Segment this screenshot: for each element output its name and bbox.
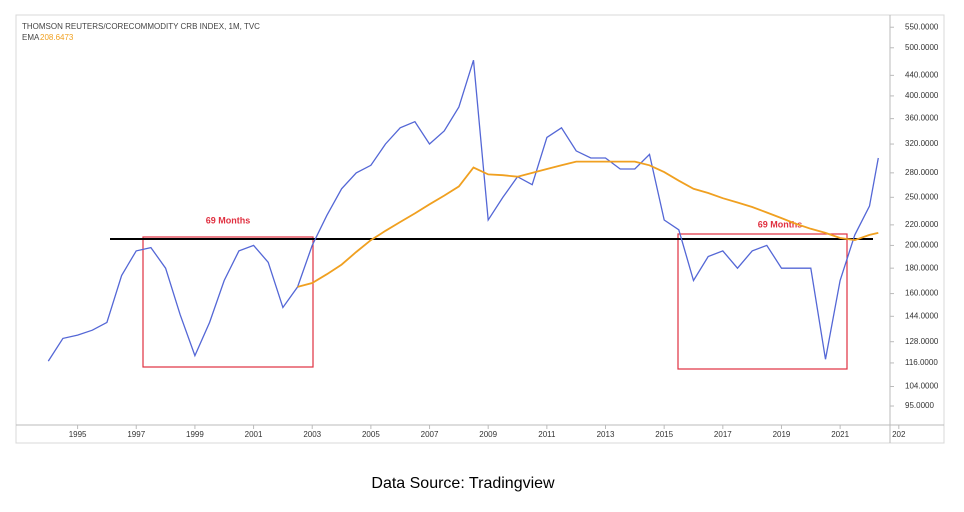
y-tick-label: 440.0000 (905, 70, 939, 79)
y-tick-label: 360.0000 (905, 114, 939, 123)
y-tick-label: 180.0000 (905, 263, 939, 272)
annotation: 69 Months (206, 215, 251, 225)
x-tick-label: 2019 (773, 430, 791, 439)
x-tick-label: 2017 (714, 430, 732, 439)
price-line (47, 60, 879, 362)
y-tick-label: 320.0000 (905, 139, 939, 148)
x-tick-label: 2009 (479, 430, 497, 439)
y-tick-label: 104.0000 (905, 382, 939, 391)
x-tick-label: 1995 (69, 430, 87, 439)
caption: Data Source: Tradingview (371, 475, 555, 492)
y-tick-label: 280.0000 (905, 168, 939, 177)
y-tick-label: 400.0000 (905, 91, 939, 100)
y-tick-label: 550.0000 (905, 22, 939, 31)
y-tick-label: 160.0000 (905, 289, 939, 298)
y-tick-label: 128.0000 (905, 337, 939, 346)
x-tick-label: 2015 (655, 430, 673, 439)
chart-title: THOMSON REUTERS/CORECOMMODITY CRB INDEX,… (22, 22, 260, 31)
ema-line (297, 160, 879, 288)
x-tick-label: 2005 (362, 430, 380, 439)
annotation: 69 Months (758, 219, 803, 229)
y-tick-label: 250.0000 (905, 192, 939, 201)
indicator-label: EMA (22, 33, 40, 42)
range-box (677, 233, 848, 370)
x-tick-label: 2001 (245, 430, 263, 439)
y-tick-label: 220.0000 (905, 220, 939, 229)
x-tick-label: 2021 (831, 430, 849, 439)
x-tick-label: 1997 (127, 430, 145, 439)
y-tick-label: 144.0000 (905, 311, 939, 320)
indicator-value: 208.6473 (40, 33, 74, 42)
y-tick-label: 95.0000 (905, 401, 934, 410)
chart-frame (15, 14, 945, 444)
x-tick-label: 2013 (597, 430, 615, 439)
x-tick-label: 202 (892, 430, 906, 439)
y-tick-label: 200.0000 (905, 241, 939, 250)
x-tick-label: 1999 (186, 430, 204, 439)
x-tick-label: 2007 (421, 430, 439, 439)
range-box (142, 236, 314, 368)
y-tick-label: 116.0000 (905, 358, 938, 367)
x-tick-label: 2003 (303, 430, 321, 439)
y-tick-label: 500.0000 (905, 43, 939, 52)
x-tick-label: 2011 (538, 430, 556, 439)
